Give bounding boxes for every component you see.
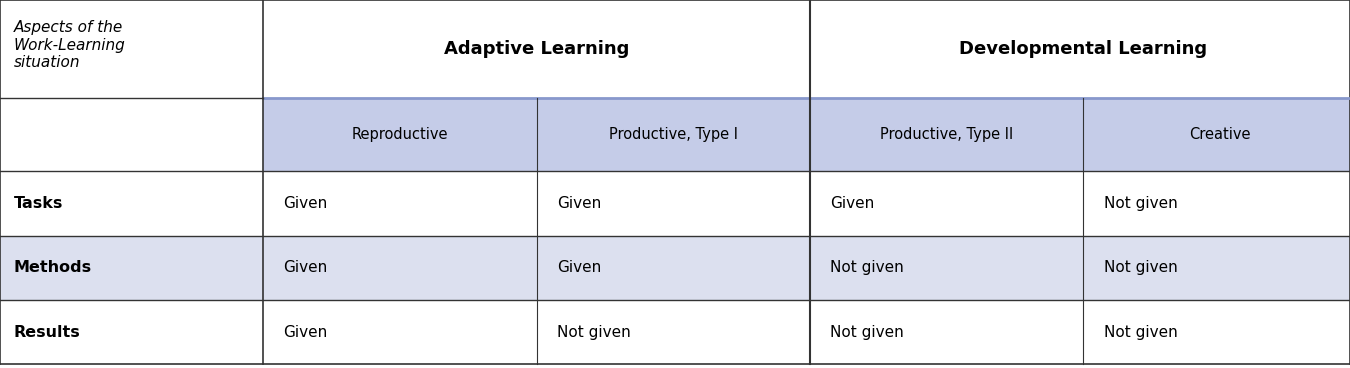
Bar [0,0,1350,98]
Bar [0,171,1350,236]
Text: Given: Given [556,196,601,211]
Text: Given: Given [284,196,328,211]
Text: Tasks: Tasks [14,196,63,211]
Text: Productive, Type I: Productive, Type I [609,127,738,142]
Text: Not given: Not given [1104,260,1177,275]
Text: Given: Given [830,196,875,211]
Text: Not given: Not given [830,260,905,275]
Text: Not given: Not given [830,325,905,340]
Text: Methods: Methods [14,260,92,275]
Text: Given: Given [284,325,328,340]
Text: Not given: Not given [1104,196,1177,211]
Bar [0,236,1350,300]
Text: Not given: Not given [1104,325,1177,340]
Text: Aspects of the
Work-Learning
situation: Aspects of the Work-Learning situation [14,20,126,70]
Text: Results: Results [14,325,80,340]
Text: Reproductive: Reproductive [352,127,448,142]
Text: Given: Given [556,260,601,275]
Bar [0,98,263,171]
Bar [263,98,1350,171]
Bar [0,300,1350,364]
Text: Developmental Learning: Developmental Learning [960,40,1207,58]
Text: Not given: Not given [556,325,630,340]
Text: Creative: Creative [1189,127,1251,142]
Text: Adaptive Learning: Adaptive Learning [444,40,629,58]
Text: Given: Given [284,260,328,275]
Text: Productive, Type II: Productive, Type II [880,127,1014,142]
